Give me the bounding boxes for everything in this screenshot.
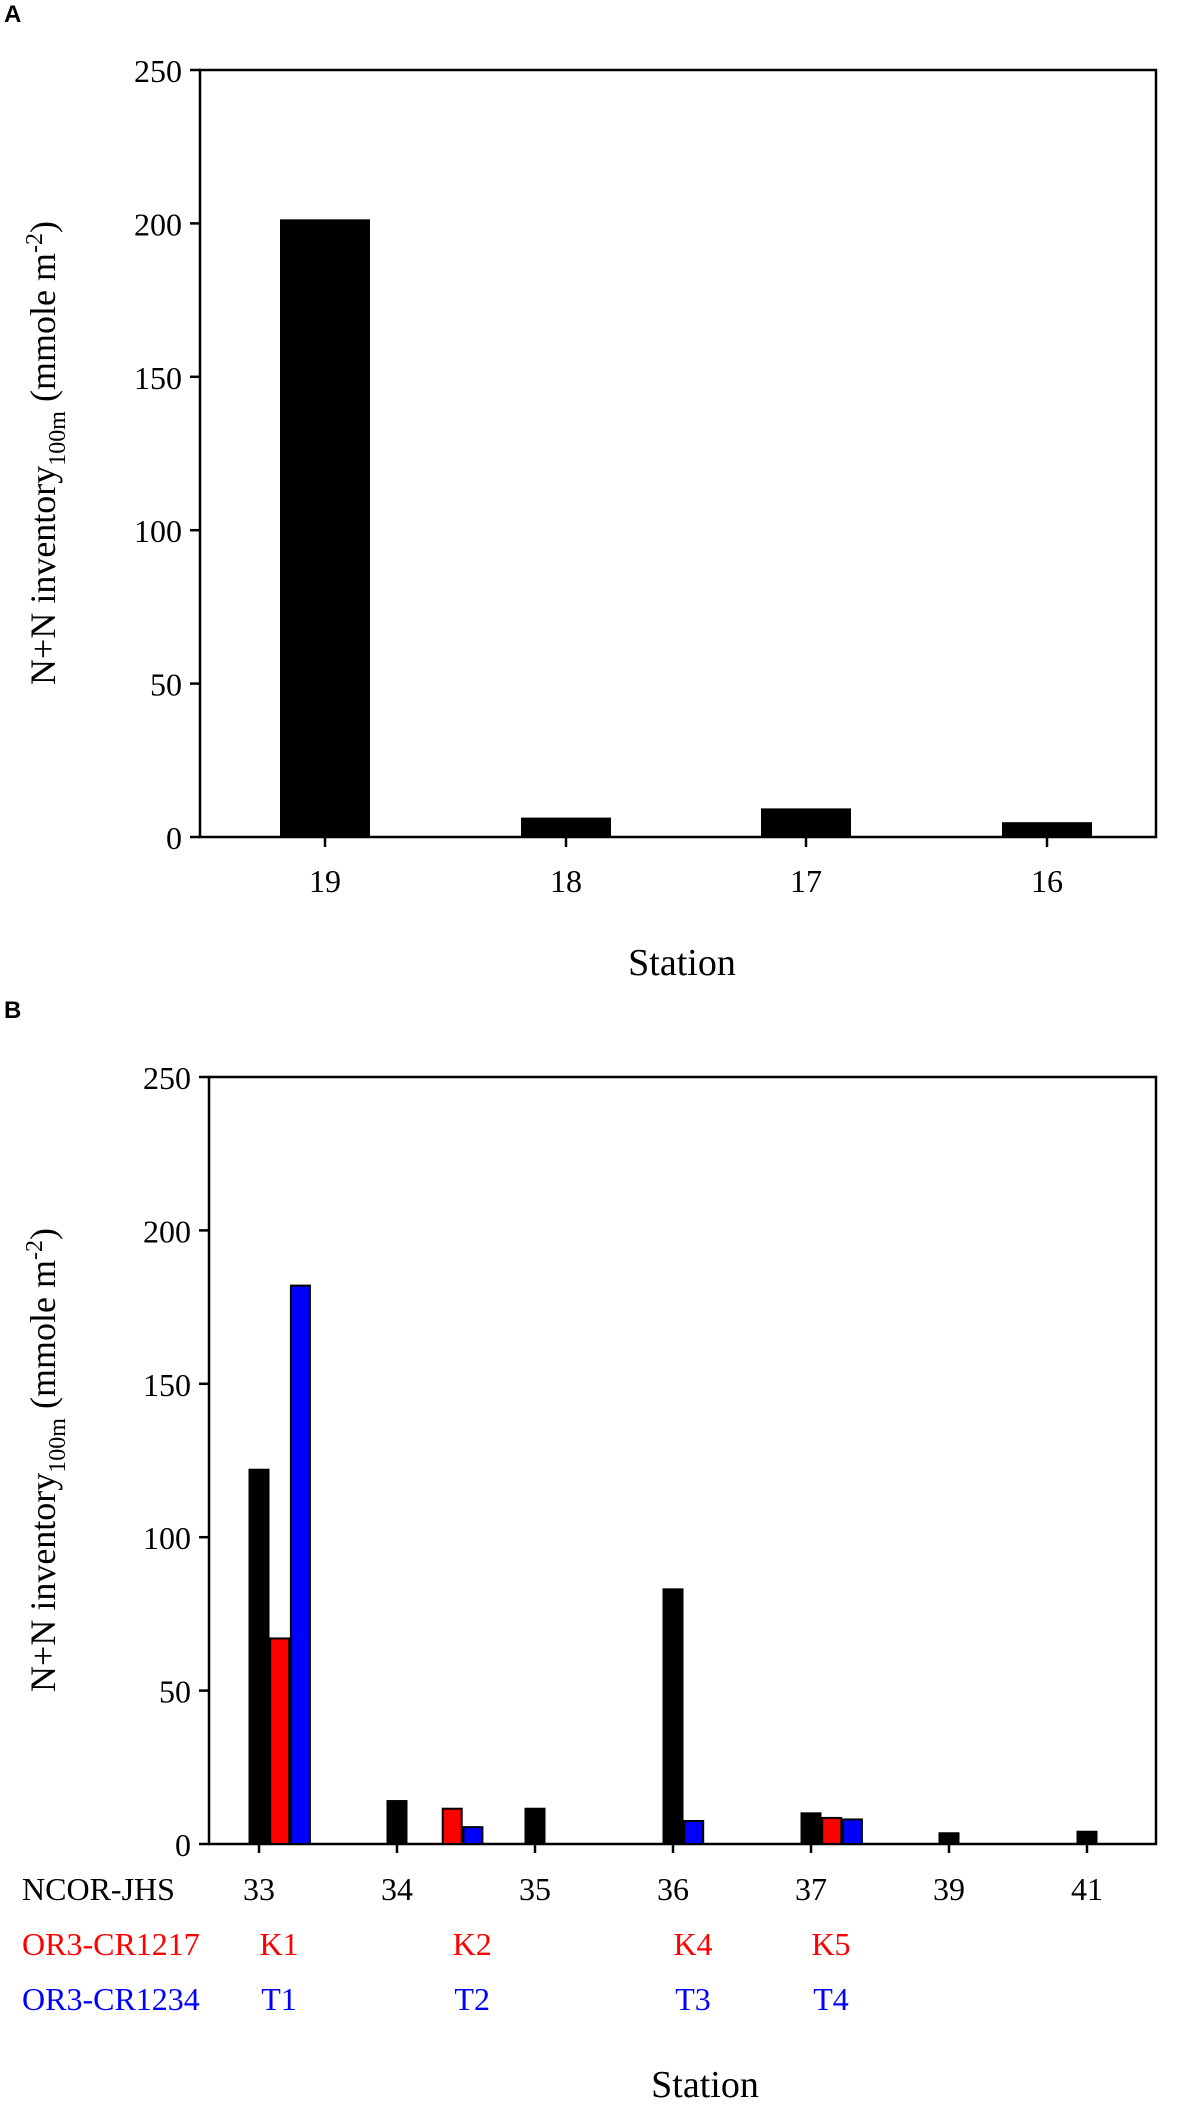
y-tick-label: 100: [143, 1520, 191, 1556]
bar-or3-cr1217: [821, 1816, 843, 1845]
bar-or3-cr1217: [441, 1807, 463, 1846]
panel-b-y-ticks: 0 50 100 150 200 250: [143, 1060, 209, 1863]
panel-b-x-ticks: [257, 1844, 1089, 1853]
panel-b-x-axis-label: Station: [651, 2064, 759, 2106]
row-station-label: 39: [933, 1871, 965, 1907]
row-name: OR3-CR1217: [22, 1926, 200, 1962]
bar-ncor-jhs: [524, 1807, 546, 1846]
row-station-label: 41: [1071, 1871, 1103, 1907]
bar-or3-cr1234: [289, 1284, 311, 1845]
y-tick-label: 200: [143, 1213, 191, 1249]
panel-b-station-rows: NCOR-JHS 33 34 35 36 37 39 41 OR3-CR1217 K1 K2 K4 K5…: [22, 1871, 1103, 2017]
row-station-label: T1: [261, 1981, 297, 2017]
y-tick-label: 100: [134, 513, 182, 549]
bar-ncor-jhs: [1076, 1830, 1098, 1846]
y-tick-label: 150: [143, 1367, 191, 1403]
bar-or3-cr1234: [462, 1826, 484, 1845]
row-station-label: 33: [243, 1871, 275, 1907]
x-tick-label: 18: [550, 863, 582, 899]
panel-a-y-ticks: 0 50 100 150 200 250: [134, 53, 200, 856]
panel-a-x-axis-label: Station: [628, 942, 736, 984]
bar-ncor-jhs: [662, 1588, 684, 1845]
row-station-label: 36: [657, 1871, 689, 1907]
bar-ncor-jhs: [800, 1812, 822, 1845]
row-station-label: K5: [811, 1926, 850, 1962]
panel-a-label: A: [4, 1, 21, 28]
row-station-label: T2: [454, 1981, 490, 2017]
x-tick-label: 16: [1031, 863, 1063, 899]
row-station-label: 34: [381, 1871, 413, 1907]
y-tick-label: 250: [134, 53, 182, 89]
panel-a-y-axis-label: N+N inventory100m (mmole m-2): [22, 221, 71, 685]
bar-ncor-jhs: [938, 1832, 960, 1845]
row-station-label: T4: [813, 1981, 849, 2017]
panel-a-plot-frame: [198, 68, 1158, 839]
panel-b-label: B: [4, 997, 21, 1024]
y-tick-label: 0: [175, 1827, 191, 1863]
row-station-label: K2: [453, 1926, 492, 1962]
bar-ncor-jhs: [386, 1800, 408, 1845]
panel-b-y-axis-label: N+N inventory100m (mmole m-2): [22, 1228, 71, 1692]
bar-or3-cr1234: [841, 1818, 863, 1846]
row-station-label: 35: [519, 1871, 551, 1907]
row-name: OR3-CR1234: [22, 1981, 200, 2017]
panel-a-bars: [280, 219, 1092, 839]
bar-ncor-jhs: [248, 1468, 270, 1845]
panel-a: A 0 50 100 150 200 250 19 18 17 16 N+N inventory…: [4, 1, 1158, 984]
bar-station-17: [761, 808, 851, 838]
y-tick-label: 200: [134, 206, 182, 242]
row-station-label: K4: [673, 1926, 712, 1962]
y-tick-label: 50: [150, 667, 182, 703]
y-tick-label: 0: [166, 820, 182, 856]
row-station-label: 37: [795, 1871, 827, 1907]
row-name: NCOR-JHS: [22, 1871, 175, 1907]
bar-or3-cr1234: [683, 1819, 705, 1845]
bar-station-16: [1002, 822, 1092, 838]
x-tick-label: 17: [790, 863, 822, 899]
bar-station-18: [521, 817, 611, 838]
bar-or3-cr1217: [269, 1637, 291, 1845]
panel-b-bars: [248, 1284, 1098, 1846]
y-tick-label: 250: [143, 1060, 191, 1096]
x-tick-label: 19: [309, 863, 341, 899]
y-tick-label: 50: [159, 1674, 191, 1710]
y-tick-label: 150: [134, 360, 182, 396]
row-station-label: T3: [675, 1981, 711, 2017]
bar-station-19: [280, 219, 370, 839]
panel-b: B 0 50 100 150 200 250 NCOR-JHS 33 34 35 36 37 39 41…: [4, 997, 1158, 2106]
panel-a-x-ticks: 19 18 17 16: [309, 837, 1063, 899]
row-station-label: K1: [259, 1926, 298, 1962]
